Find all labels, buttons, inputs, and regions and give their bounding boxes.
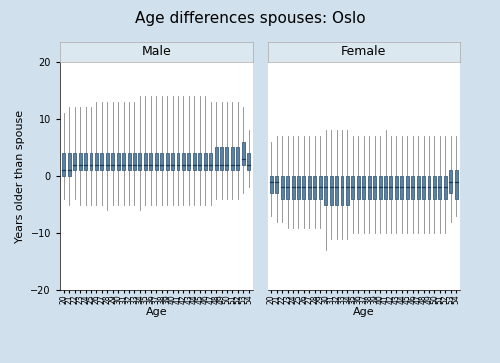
Bar (84, 153, 87, 170)
Bar (122, 153, 125, 170)
Bar (106, 153, 109, 170)
Bar (226, 147, 228, 170)
Bar (438, 176, 442, 199)
Bar (384, 176, 387, 199)
Bar (444, 176, 447, 199)
Bar (155, 153, 158, 170)
Bar (378, 176, 382, 199)
Bar (314, 176, 316, 199)
Bar (198, 153, 201, 170)
Bar (352, 176, 354, 199)
Bar (138, 153, 141, 170)
Bar (133, 153, 136, 170)
Bar (428, 176, 430, 199)
Bar (78, 153, 82, 170)
Bar (390, 176, 392, 199)
Bar (335, 176, 338, 205)
Bar (100, 153, 103, 170)
Bar (297, 176, 300, 199)
Bar (416, 176, 420, 199)
Bar (400, 176, 404, 199)
Text: Male: Male (142, 45, 171, 58)
Bar (90, 153, 92, 170)
Bar (242, 142, 245, 165)
Bar (368, 176, 370, 199)
Bar (340, 176, 344, 205)
Bar (319, 176, 322, 199)
Bar (422, 176, 425, 199)
Bar (95, 153, 98, 170)
Bar (236, 147, 240, 170)
Bar (373, 176, 376, 199)
Bar (171, 153, 174, 170)
Bar (357, 176, 360, 199)
Bar (450, 170, 452, 193)
Bar (330, 176, 332, 205)
Bar (362, 176, 365, 199)
Bar (231, 147, 234, 170)
Bar (275, 176, 278, 193)
Bar (160, 153, 163, 170)
Bar (214, 147, 218, 170)
Bar (176, 153, 180, 170)
Bar (280, 176, 283, 199)
Bar (166, 153, 168, 170)
Y-axis label: Years older than spouse: Years older than spouse (15, 110, 25, 242)
Bar (209, 153, 212, 170)
Bar (150, 153, 152, 170)
Bar (411, 176, 414, 199)
Bar (204, 153, 206, 170)
Bar (302, 176, 306, 199)
Bar (144, 153, 147, 170)
Bar (406, 176, 408, 199)
Bar (182, 153, 185, 170)
Bar (116, 153, 119, 170)
Text: Age differences spouses: Oslo: Age differences spouses: Oslo (134, 11, 366, 26)
Bar (188, 153, 190, 170)
Bar (346, 176, 349, 205)
X-axis label: Age: Age (146, 307, 167, 317)
X-axis label: Age: Age (353, 307, 374, 317)
Bar (220, 147, 223, 170)
Bar (270, 176, 273, 193)
Bar (73, 153, 76, 170)
Bar (324, 176, 327, 205)
Bar (292, 176, 294, 199)
Bar (433, 176, 436, 199)
Bar (68, 153, 70, 176)
Text: Female: Female (341, 45, 386, 58)
Bar (286, 176, 289, 199)
Bar (454, 170, 458, 199)
Bar (247, 153, 250, 170)
Bar (128, 153, 130, 170)
Bar (112, 153, 114, 170)
Bar (62, 153, 66, 176)
Bar (395, 176, 398, 199)
Bar (193, 153, 196, 170)
Bar (308, 176, 311, 199)
